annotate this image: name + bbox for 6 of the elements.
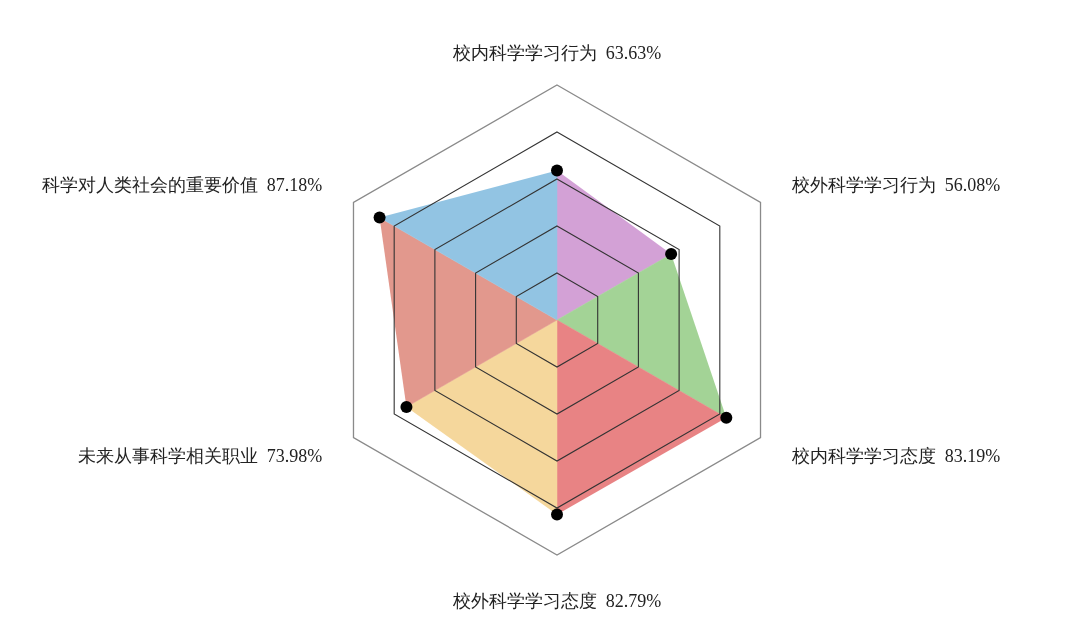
spoke-label: 校内科学学习态度 83.19%: [790, 445, 1001, 466]
spoke-label: 未来从事科学相关职业 73.98%: [77, 445, 323, 466]
spoke-label: 校内科学学习行为 63.63%: [451, 43, 662, 63]
spoke-label: 校外科学学习态度 82.79%: [451, 591, 662, 611]
spoke-label: 科学对人类社会的重要价值 87.18%: [41, 174, 323, 195]
spoke-label: 校外科学学习行为 56.08%: [790, 174, 1001, 195]
